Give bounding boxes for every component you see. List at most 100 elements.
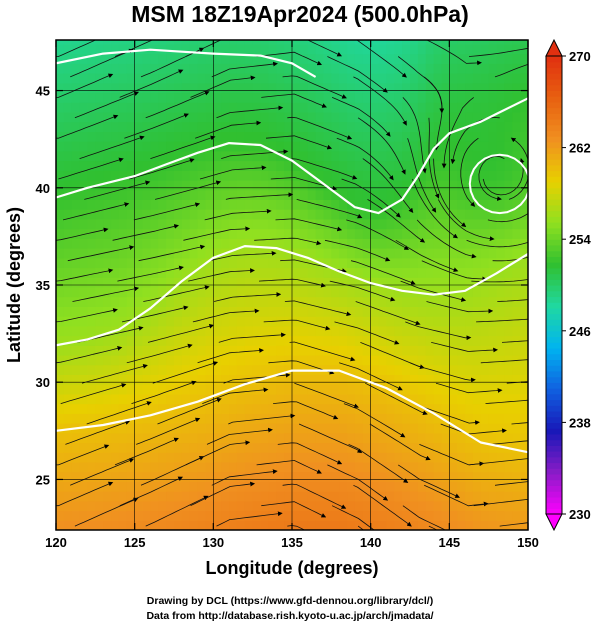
field-cell [213, 82, 222, 94]
field-cell [299, 267, 309, 278]
field-cell [197, 63, 207, 74]
field-cell [71, 82, 81, 94]
field-cell [276, 510, 285, 521]
field-cell [488, 228, 498, 239]
field-cell [95, 43, 104, 55]
streamline [136, 417, 201, 445]
field-cell [189, 325, 199, 337]
field-cell [292, 432, 301, 444]
field-cell [71, 481, 81, 492]
field-cell [229, 121, 238, 132]
streamline [478, 155, 505, 201]
field-cell [158, 296, 167, 307]
field-cell [158, 277, 167, 288]
field-cell [197, 461, 207, 473]
field-cell [166, 335, 175, 346]
field-cell [205, 189, 214, 200]
field-cell [457, 189, 466, 200]
field-cell [488, 248, 498, 259]
field-cell [189, 199, 199, 210]
field-cell [504, 306, 513, 317]
field-cell [189, 248, 199, 259]
field-cell [425, 306, 435, 317]
field-cell [488, 40, 498, 45]
field-cell [299, 180, 309, 191]
field-cell [520, 413, 528, 424]
field-cell [174, 345, 183, 356]
field-cell [520, 111, 528, 123]
field-cell [79, 199, 89, 210]
field-cell [87, 102, 96, 113]
field-cell [394, 393, 403, 405]
field-cell [213, 121, 222, 132]
field-cell [71, 209, 81, 220]
field-cell [402, 43, 411, 55]
field-cell [252, 277, 262, 288]
field-cell [488, 432, 498, 444]
field-cell [111, 296, 120, 307]
colorbar-segment [546, 399, 562, 406]
field-cell [347, 374, 356, 385]
field-cell [56, 141, 65, 152]
field-cell [347, 316, 356, 327]
field-cell [142, 92, 151, 103]
field-cell [433, 150, 443, 162]
field-cell [504, 335, 513, 346]
field-cell [370, 43, 380, 55]
field-cell [63, 248, 73, 259]
field-cell [260, 180, 269, 191]
field-cell [244, 393, 254, 405]
field-cell [118, 209, 128, 220]
field-cell [103, 257, 112, 269]
field-cell [87, 286, 96, 298]
field-cell [480, 40, 490, 45]
field-cell [103, 40, 112, 45]
field-cell [457, 199, 466, 210]
streamline [133, 202, 201, 221]
field-cell [260, 277, 269, 288]
field-cell [488, 238, 498, 249]
field-cell [142, 53, 151, 64]
colorbar-segment [546, 96, 562, 103]
field-cell [166, 296, 175, 307]
field-cell [118, 92, 128, 103]
field-cell [386, 111, 395, 123]
field-cell [181, 180, 191, 191]
field-cell [394, 364, 403, 375]
field-cell [315, 170, 325, 181]
field-cell [284, 248, 293, 259]
field-cell [362, 316, 372, 327]
field-cell [465, 345, 474, 356]
field-cell [276, 43, 285, 55]
field-cell [213, 510, 222, 521]
field-cell [331, 170, 340, 181]
field-cell [63, 131, 73, 142]
field-cell [103, 150, 112, 162]
field-cell [410, 218, 419, 230]
field-cell [276, 500, 285, 512]
field-cell [362, 102, 372, 113]
field-cell [417, 384, 427, 395]
streamline [468, 47, 528, 57]
field-cell [174, 218, 183, 230]
field-cell [433, 218, 443, 230]
field-cell [63, 471, 73, 482]
field-cell [472, 248, 482, 259]
field-cell [174, 296, 183, 307]
field-cell [425, 228, 435, 239]
field-cell [512, 345, 521, 356]
field-cell [354, 209, 364, 220]
field-cell [166, 82, 175, 94]
field-cell [95, 423, 104, 434]
field-cell [307, 102, 317, 113]
field-cell [95, 364, 104, 375]
field-cell [181, 248, 191, 259]
streamline [211, 469, 278, 486]
field-cell [174, 228, 183, 239]
field-cell [268, 345, 277, 356]
field-cell [205, 393, 214, 405]
x-axis-label: Longitude (degrees) [205, 558, 378, 578]
field-cell [174, 335, 183, 346]
field-cell [472, 471, 482, 482]
field-cell [229, 277, 238, 288]
